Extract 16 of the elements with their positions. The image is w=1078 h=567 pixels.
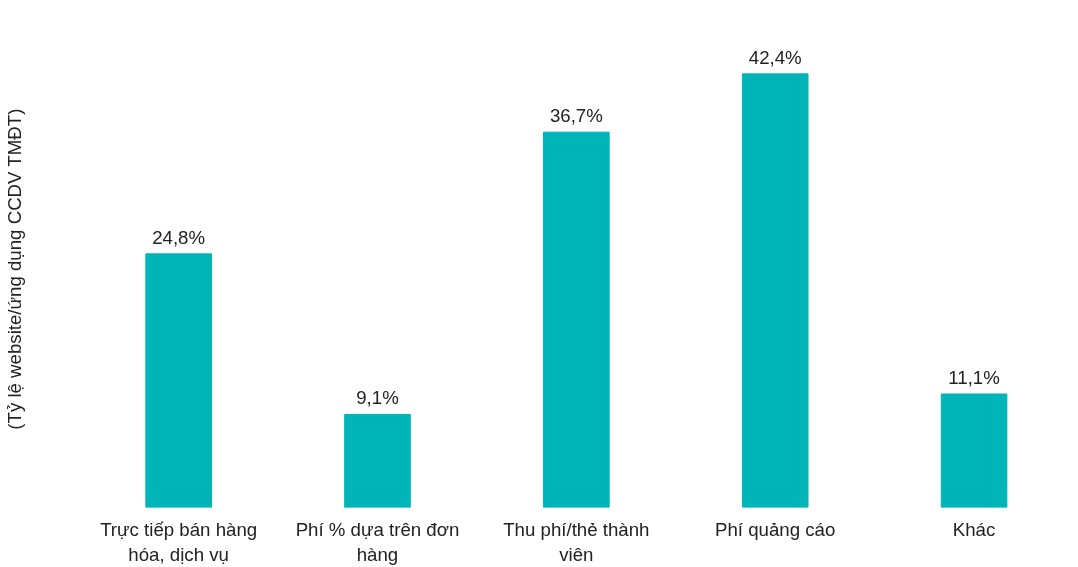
data-label: 9,1% — [356, 387, 399, 409]
data-label: 36,7% — [549, 105, 603, 127]
bar — [940, 393, 1008, 508]
bar — [145, 253, 212, 508]
bar — [543, 131, 610, 508]
data-label: 24,8% — [152, 226, 206, 248]
y-axis-title: (Tỷ lệ website/ứng dụng CCDV TMĐT) — [3, 108, 25, 430]
x-tick-label: Khác — [952, 518, 996, 540]
x-tick-label: Thu phí/thẻ thành viên — [503, 518, 650, 565]
data-label: 11,1% — [948, 366, 1000, 388]
bar — [344, 413, 411, 508]
x-tick-label: Trực tiếp bán hàng hóa, dịch vụ — [100, 518, 258, 565]
bar — [741, 73, 809, 508]
x-tick-label: Phí % dựa trên đơn hàng — [295, 518, 460, 565]
x-tick-label: Phí quảng cáo — [715, 518, 836, 540]
data-label: 42,4% — [748, 46, 802, 68]
